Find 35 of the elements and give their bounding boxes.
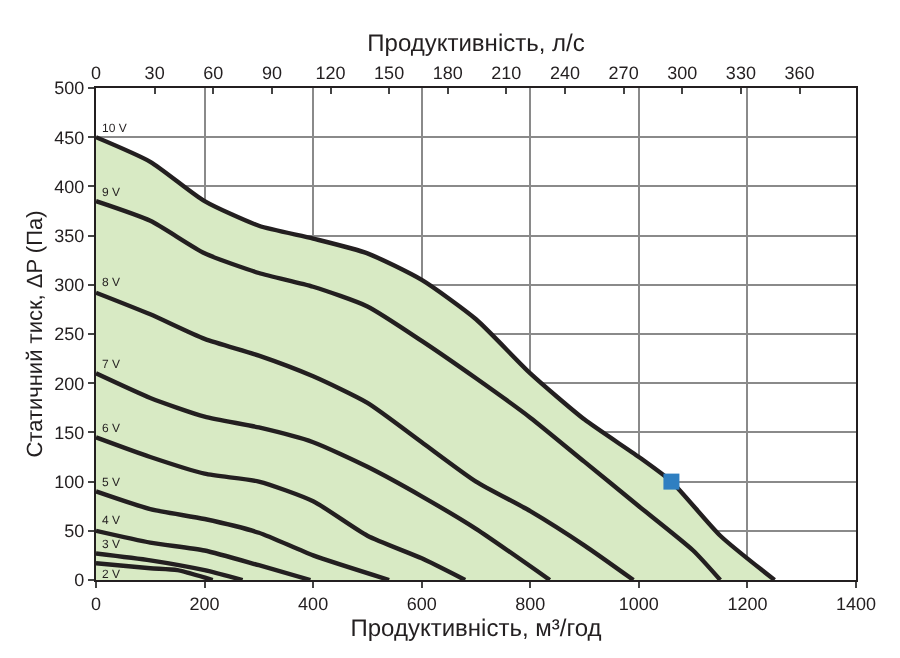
x2-tick-label: 60 — [203, 62, 224, 83]
y-tick-label: 50 — [64, 521, 85, 542]
x2-tick-label: 300 — [667, 62, 698, 83]
x2-tick-label: 120 — [315, 62, 346, 83]
x2-tick-label: 240 — [549, 62, 581, 83]
y-tick-label: 250 — [54, 324, 85, 345]
x2-tick-label: 90 — [261, 62, 282, 83]
x2-tick-label: 210 — [491, 62, 522, 83]
y-tick-label: 450 — [54, 127, 85, 148]
x2-tick-label: 270 — [608, 62, 639, 83]
x2-tick-label: 150 — [374, 62, 405, 83]
y-tick-label: 500 — [54, 78, 85, 99]
x-tick-label: 0 — [90, 593, 102, 614]
x-tick-label: 800 — [515, 593, 546, 614]
y-tick-label: 400 — [54, 176, 85, 197]
x2-axis-title: Продуктивність, л/с — [367, 29, 585, 58]
x-tick-label: 400 — [298, 593, 329, 614]
y-tick-label: 350 — [54, 225, 85, 246]
y-tick-label: 0 — [74, 570, 85, 591]
y-tick-label: 300 — [54, 275, 85, 296]
x-tick-label: 1400 — [835, 593, 877, 614]
y-tick-label: 100 — [54, 471, 85, 492]
y-tick-label: 150 — [54, 422, 85, 443]
x-tick-label: 600 — [406, 593, 437, 614]
x2-tick-label: 360 — [784, 62, 815, 83]
x2-tick-label: 30 — [144, 62, 165, 83]
x2-tick-label: 330 — [725, 62, 756, 83]
y-axis-title: Статичний тиск, ΔP (Па) — [23, 210, 48, 458]
x-axis-title: Продуктивність, м³/год — [350, 613, 602, 642]
x-tick-label: 1000 — [618, 593, 659, 614]
x2-tick-label: 0 — [90, 62, 102, 83]
x2-tick-label: 180 — [432, 62, 463, 83]
x-tick-label: 200 — [189, 593, 220, 614]
y-tick-label: 200 — [54, 373, 85, 394]
x-tick-label: 1200 — [727, 593, 768, 614]
